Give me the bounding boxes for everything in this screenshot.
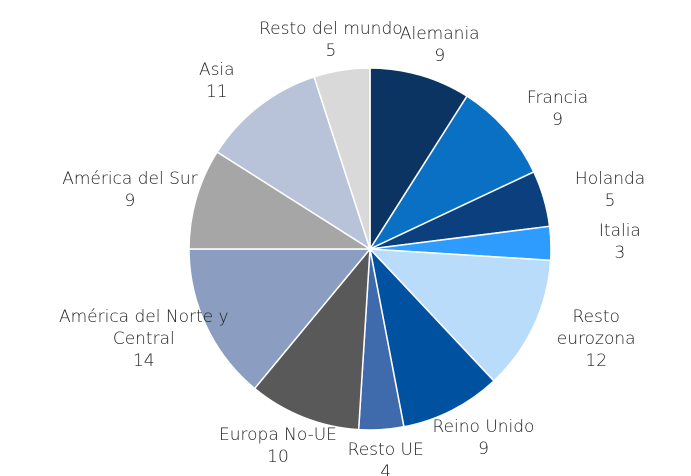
category-name: Francia <box>526 87 589 108</box>
category-name: Resto UE <box>347 439 424 460</box>
value-label: 3 <box>614 243 626 264</box>
slice-label: Resto del mundo 5 <box>259 18 403 62</box>
value-label: 9 <box>124 190 136 211</box>
category-name: Alemania <box>399 24 480 45</box>
slice-label: Europa No-UE 10 <box>219 424 337 468</box>
pie-slice <box>369 67 469 252</box>
value-label: 9 <box>552 109 563 130</box>
pie-slice <box>188 248 372 390</box>
category-name: Reino Unido <box>432 416 535 437</box>
value-label: 5 <box>604 190 616 211</box>
pie-slice <box>253 246 371 431</box>
category-name: América del Norte y Central <box>58 307 229 350</box>
value-label: 14 <box>132 351 155 372</box>
value-label: 9 <box>434 46 446 67</box>
category-name: Resto del mundo <box>259 18 403 39</box>
slice-label: Italia 3 <box>599 220 641 264</box>
slice-label: Holanda 5 <box>575 168 645 212</box>
slice-label: Francia 9 <box>527 87 588 131</box>
category-name: Holanda <box>574 168 646 189</box>
value-label: 5 <box>325 40 337 61</box>
category-name: Italia <box>598 221 641 242</box>
value-label: 4 <box>380 461 392 476</box>
value-label: 12 <box>585 351 608 372</box>
slice-label: Resto eurozona 12 <box>549 306 644 372</box>
category-name: Europa No-UE <box>219 425 337 446</box>
slice-label: América del Sur 9 <box>62 168 197 212</box>
slice-label: América del Norte y Central 14 <box>51 306 236 372</box>
slice-label: Reino Unido 9 <box>433 416 535 460</box>
category-name: Resto eurozona <box>556 307 636 350</box>
value-label: 9 <box>478 438 489 459</box>
slice-label: Alemania 9 <box>400 23 480 67</box>
pie-slice <box>216 75 372 251</box>
category-name: América del Sur <box>62 168 198 189</box>
pie-slice <box>368 246 495 428</box>
slice-label: Resto UE 4 <box>348 439 424 476</box>
value-label: 10 <box>267 447 289 468</box>
pie-slice <box>188 150 373 250</box>
pie-slice <box>368 248 552 383</box>
pie-slice <box>313 67 371 250</box>
pie-slice <box>367 95 535 251</box>
slice-label: Asia 11 <box>199 59 235 103</box>
value-label: 11 <box>205 82 228 103</box>
category-name: Asia <box>198 60 235 81</box>
